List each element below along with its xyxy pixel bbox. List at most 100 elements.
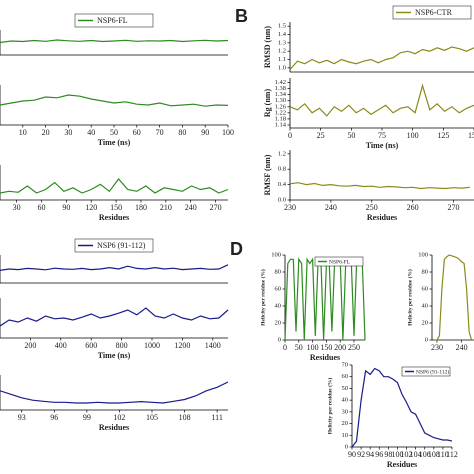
y-tick-label: 0.0: [278, 196, 286, 203]
x-tick-label: 102: [401, 450, 413, 459]
x-tick-label: 108: [428, 450, 440, 459]
legend-label: NSP6-FL: [97, 16, 128, 25]
y-tick-label: 1.2: [278, 48, 286, 55]
x-tick-label: 240: [456, 343, 468, 352]
x-tick-label: 100: [307, 343, 319, 352]
legend-label: NSP6-FL: [329, 259, 351, 265]
y-tick-label: 80: [422, 268, 429, 275]
legend-box: [401, 366, 451, 377]
legend-box: [74, 13, 154, 28]
y-tick-label: 1.14: [275, 121, 287, 128]
x-tick-label: 90: [201, 128, 209, 137]
y-tick-label: 1.30: [275, 97, 286, 104]
data-line: [0, 94, 229, 107]
y-tick-label: 1.4: [278, 31, 287, 38]
x-tick-label: 111: [211, 413, 222, 422]
x-axis-label: Residues: [387, 460, 417, 469]
x-tick-label: 10: [19, 128, 27, 137]
x-tick-label: 150: [320, 343, 332, 352]
data-line: [289, 182, 470, 190]
x-tick-label: 30: [64, 128, 72, 137]
x-tick-label: 106: [419, 450, 431, 459]
x-tick-label: 230: [431, 343, 443, 352]
y-tick-label: 1.3: [278, 39, 286, 46]
y-axis-label: Helicity per residue (%): [326, 378, 333, 435]
y-tick-label: 1.1: [278, 56, 286, 63]
x-tick-label: 120: [85, 203, 97, 212]
x-tick-label: 108: [179, 413, 191, 422]
y-tick-label: 0.8: [278, 166, 286, 173]
x-tick-label: 1200: [174, 341, 190, 350]
x-tick-label: 1000: [144, 341, 160, 350]
x-tick-label: 70: [156, 128, 164, 137]
x-tick-label: 98: [384, 450, 392, 459]
y-tick-label: 10: [342, 432, 349, 439]
x-tick-label: 96: [375, 450, 383, 459]
x-tick-label: 1400: [205, 341, 221, 350]
x-tick-label: 99: [83, 413, 91, 422]
y-tick-label: 0: [345, 443, 348, 450]
panel-label: B: [235, 6, 248, 26]
x-tick-label: 105: [146, 413, 158, 422]
legend-box: [314, 256, 364, 267]
y-tick-label: 1.18: [275, 115, 286, 122]
x-tick-label: 112: [446, 450, 458, 459]
y-tick-label: 100: [418, 251, 428, 258]
x-tick-label: 60: [133, 128, 141, 137]
x-tick-label: 0: [288, 131, 292, 140]
data-line: [0, 178, 229, 194]
x-tick-label: 100: [391, 450, 403, 459]
x-tick-label: 0: [283, 343, 287, 352]
data-line: [0, 264, 229, 271]
y-tick-label: 100: [271, 251, 281, 258]
y-tick-label: 1.0: [278, 64, 286, 71]
x-tick-label: 100: [222, 128, 234, 137]
x-tick-label: 50: [347, 131, 355, 140]
x-tick-label: 40: [87, 128, 95, 137]
x-tick-label: 200: [24, 341, 36, 350]
y-tick-label: 20: [342, 420, 349, 427]
data-line: [0, 39, 229, 44]
x-tick-label: 90: [348, 450, 356, 459]
x-tick-label: 125: [437, 131, 449, 140]
x-tick-label: 96: [50, 413, 58, 422]
x-axis-label: Residues: [310, 353, 340, 362]
x-tick-label: 93: [18, 413, 26, 422]
x-tick-label: 600: [85, 341, 97, 350]
y-tick-label: 60: [422, 285, 429, 292]
y-tick-label: 20: [422, 319, 429, 326]
x-axis-label: Time (ns): [366, 141, 399, 150]
x-tick-label: 230: [284, 203, 296, 212]
y-axis-label: RMSF (nm): [263, 154, 272, 195]
y-tick-label: 1.26: [275, 103, 287, 110]
x-tick-label: 75: [378, 131, 386, 140]
x-tick-label: 270: [448, 203, 460, 212]
y-tick-label: 0: [425, 336, 428, 343]
data-line: [351, 367, 453, 448]
x-tick-label: 60: [37, 203, 45, 212]
legend-box: [392, 5, 472, 20]
legend-label: NSP6 (91-112): [97, 241, 146, 250]
x-tick-label: 150: [468, 131, 474, 140]
x-tick-label: 800: [116, 341, 128, 350]
x-tick-label: 30: [13, 203, 21, 212]
x-tick-label: 50: [110, 128, 118, 137]
y-axis-label: Helicity per residue (%): [259, 269, 266, 326]
data-line: [0, 381, 229, 404]
y-tick-label: 1.5: [278, 23, 286, 30]
y-tick-label: 1.2: [278, 150, 286, 157]
y-tick-label: 40: [422, 302, 429, 309]
legend-box: [74, 238, 154, 253]
y-tick-label: 50: [342, 385, 349, 392]
x-tick-label: 250: [348, 343, 360, 352]
y-tick-label: 80: [275, 268, 282, 275]
y-tick-label: 0.4: [278, 181, 287, 188]
x-tick-label: 20: [42, 128, 50, 137]
x-tick-label: 102: [113, 413, 125, 422]
x-axis-label: Time (ns): [98, 138, 131, 147]
x-axis-label: Residues: [99, 423, 129, 432]
y-tick-label: 20: [275, 319, 282, 326]
legend-label: NSP6 (91-112): [416, 368, 449, 375]
x-tick-label: 260: [407, 203, 419, 212]
